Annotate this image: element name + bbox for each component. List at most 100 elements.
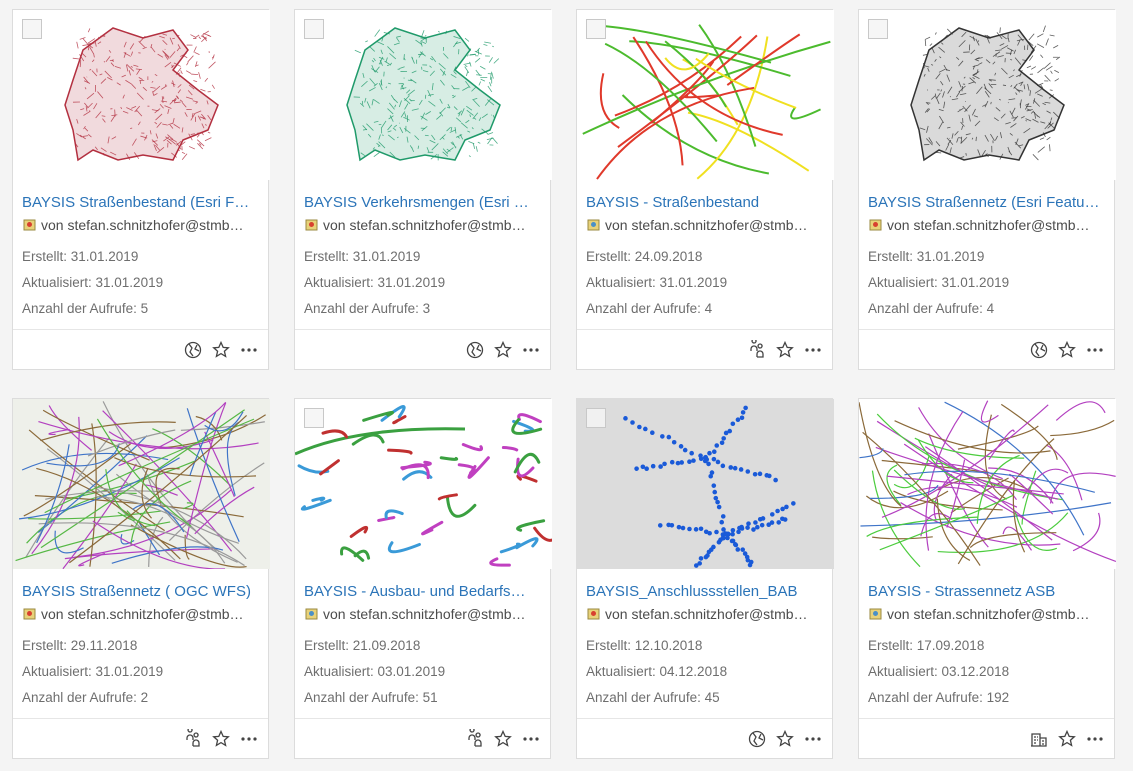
item-owner[interactable]: von stefan.schnitzhofer@stmb… [323,217,526,233]
point [746,521,751,526]
item-title[interactable]: BAYSIS Straßennetz (Esri Featu… [868,194,1100,211]
map-road [190,34,197,38]
item-owner[interactable]: von stefan.schnitzhofer@stmb… [887,606,1090,622]
globe-icon-land [470,343,482,357]
map-road [989,79,993,82]
share-status-button[interactable] [747,340,767,360]
share-status-button[interactable] [465,729,485,749]
map-road [199,116,205,119]
thumbnail[interactable] [859,399,1116,569]
more-options-button[interactable] [521,340,541,360]
favorite-button[interactable] [493,729,513,749]
favorite-button[interactable] [211,729,231,749]
more-options-button[interactable] [1085,729,1105,749]
card-footer [13,718,268,760]
more-options-button[interactable] [239,729,259,749]
share-status-button[interactable] [1029,340,1049,360]
thumbnail[interactable] [13,10,270,180]
point [711,456,717,462]
item-title[interactable]: BAYSIS Straßenbestand (Esri F… [22,194,250,211]
point [714,529,719,535]
item-owner[interactable]: von stefan.schnitzhofer@stmb… [41,217,244,233]
item-title[interactable]: BAYSIS - Ausbau- und Bedarfs… [304,583,526,600]
favorite-button[interactable] [1057,340,1077,360]
select-checkbox[interactable] [304,19,324,39]
select-checkbox[interactable] [868,19,888,39]
share-status-button[interactable] [183,340,203,360]
map-road [366,101,371,109]
map-road [149,130,152,135]
item-views: Anzahl der Aufrufe: 4 [586,301,713,316]
thumbnail[interactable] [295,399,552,569]
item-owner[interactable]: von stefan.schnitzhofer@stmb… [41,606,244,622]
map-road [135,68,143,71]
point [721,527,726,532]
point [766,522,771,528]
map-road [99,73,103,76]
share-status-button[interactable] [747,729,767,749]
map-road [406,89,411,94]
thumbnail[interactable] [295,10,552,180]
map-road [1009,49,1013,56]
item-title[interactable]: BAYSIS_Anschlussstellen_BAB [586,583,798,600]
select-checkbox[interactable] [586,19,606,39]
point [676,524,682,530]
item-title[interactable]: BAYSIS - Straßenbestand [586,194,760,211]
map-road [195,64,199,67]
road-line [920,513,953,537]
map-road [97,91,104,99]
item-created: Erstellt: 12.10.2018 [586,638,703,653]
more-options-button[interactable] [1085,340,1105,360]
favorite-button[interactable] [493,340,513,360]
favorite-button[interactable] [1057,729,1077,749]
favorite-button[interactable] [775,340,795,360]
map-road [102,118,106,123]
map-road [126,153,131,160]
map-road [398,100,402,108]
point [634,466,639,471]
item-owner[interactable]: von stefan.schnitzhofer@stmb… [605,606,808,622]
road-line [516,457,535,478]
more-options-button[interactable] [803,729,823,749]
thumbnail[interactable] [577,399,834,569]
item-title[interactable]: BAYSIS Straßennetz ( OGC WFS) [22,583,251,600]
point [738,467,744,472]
road-line [23,443,131,517]
share-status-button[interactable] [465,340,485,360]
map-road [95,111,102,119]
select-checkbox[interactable] [22,19,42,39]
map-road [204,137,212,142]
thumbnail[interactable] [859,10,1116,180]
share-status-button[interactable] [1029,729,1049,749]
map-road [365,40,368,43]
select-checkbox[interactable] [304,408,324,428]
point [723,531,728,536]
item-owner[interactable]: von stefan.schnitzhofer@stmb… [323,606,526,622]
favorite-button[interactable] [211,340,231,360]
thumbnail[interactable] [577,10,834,180]
point [711,449,717,455]
favorite-button[interactable] [775,729,795,749]
map-road [436,115,442,120]
point [769,512,775,517]
more-options-button[interactable] [803,340,823,360]
more-dot [523,348,527,352]
map-road [125,79,132,85]
point [782,517,788,522]
map-road [958,60,964,67]
select-checkbox[interactable] [586,408,606,428]
more-options-button[interactable] [521,729,541,749]
item-title[interactable]: BAYSIS Verkehrsmengen (Esri … [304,194,529,211]
road-line [937,476,1033,493]
map-road [403,54,405,60]
road-line [461,443,484,452]
map-road [381,120,387,128]
thumbnail[interactable] [13,399,270,569]
map-road [489,74,492,80]
more-options-button[interactable] [239,340,259,360]
item-owner[interactable]: von stefan.schnitzhofer@stmb… [887,217,1090,233]
map-road [80,108,85,111]
item-owner[interactable]: von stefan.schnitzhofer@stmb… [605,217,808,233]
item-title[interactable]: BAYSIS - Strassennetz ASB [868,583,1056,600]
share-status-button[interactable] [183,729,203,749]
